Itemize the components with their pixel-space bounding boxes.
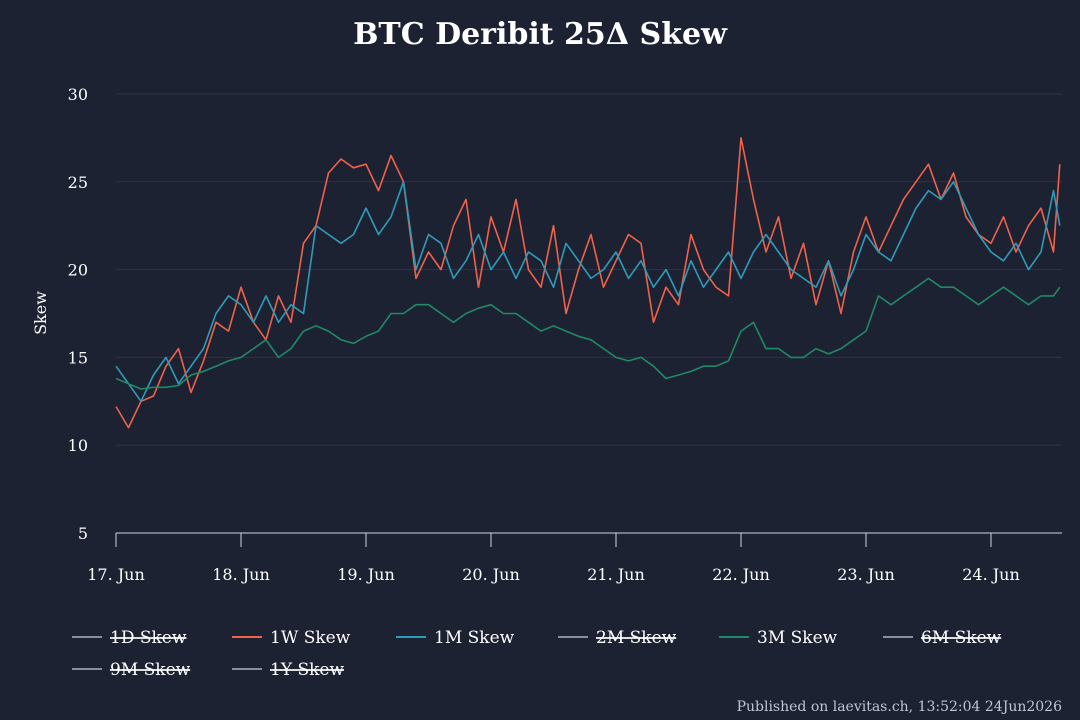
legend-item-3m-skew[interactable]: 3M Skew bbox=[719, 628, 838, 648]
legend-item-1y-skew[interactable]: 1Y Skew bbox=[232, 660, 344, 680]
legend-label: 9M Skew bbox=[110, 660, 191, 680]
y-tick-label: 10 bbox=[68, 436, 88, 455]
series-group bbox=[115, 137, 1061, 429]
legend-item-2m-skew[interactable]: 2M Skew bbox=[558, 628, 677, 648]
legend-label: 1W Skew bbox=[270, 628, 351, 648]
legend-label: 1M Skew bbox=[434, 628, 515, 648]
legend-label: 2M Skew bbox=[596, 628, 677, 648]
legend-label: 1Y Skew bbox=[270, 660, 344, 680]
x-tick-label: 21. Jun bbox=[587, 565, 645, 584]
x-tick-label: 17. Jun bbox=[87, 565, 145, 584]
legend-label: 1D Skew bbox=[110, 628, 187, 648]
footer-credit: Published on laevitas.ch, 13:52:04 24Jun… bbox=[737, 699, 1063, 715]
y-axis-label: Skew bbox=[31, 291, 50, 335]
y-tick-label: 15 bbox=[68, 348, 88, 367]
legend-item-6m-skew[interactable]: 6M Skew bbox=[883, 628, 1002, 648]
y-tick-label: 20 bbox=[68, 261, 88, 280]
x-tick-label: 24. Jun bbox=[962, 565, 1020, 584]
y-tick-label: 5 bbox=[78, 524, 88, 543]
legend-label: 6M Skew bbox=[921, 628, 1002, 648]
x-tick-label: 18. Jun bbox=[212, 565, 270, 584]
grid bbox=[116, 93, 1062, 446]
x-tick-label: 20. Jun bbox=[462, 565, 520, 584]
y-tick-label: 25 bbox=[68, 173, 88, 192]
series-line-3m-skew bbox=[115, 277, 1061, 390]
legend-item-1w-skew[interactable]: 1W Skew bbox=[232, 628, 351, 648]
series-line-1w-skew bbox=[115, 137, 1061, 429]
x-axis: 17. Jun 18. Jun 19. Jun 20. Jun 21. Jun 22. J… bbox=[87, 532, 1062, 584]
legend-item-1d-skew[interactable]: 1D Skew bbox=[72, 628, 187, 648]
legend-item-9m-skew[interactable]: 9M Skew bbox=[72, 660, 191, 680]
legend-label: 3M Skew bbox=[757, 628, 838, 648]
y-tick-label: 30 bbox=[68, 85, 88, 104]
chart-title: BTC Deribit 25Δ Skew bbox=[353, 17, 728, 52]
series-line-1m-skew bbox=[115, 181, 1061, 403]
legend-item-1m-skew[interactable]: 1M Skew bbox=[396, 628, 515, 648]
legend: 1D Skew 1W Skew 1M Skew 2M Skew 3M Skew 6M Sk… bbox=[72, 628, 1002, 680]
x-tick-label: 19. Jun bbox=[337, 565, 395, 584]
x-tick-label: 22. Jun bbox=[712, 565, 770, 584]
x-tick-label: 23. Jun bbox=[837, 565, 895, 584]
y-axis: 5 10 15 20 25 30 bbox=[68, 85, 88, 543]
